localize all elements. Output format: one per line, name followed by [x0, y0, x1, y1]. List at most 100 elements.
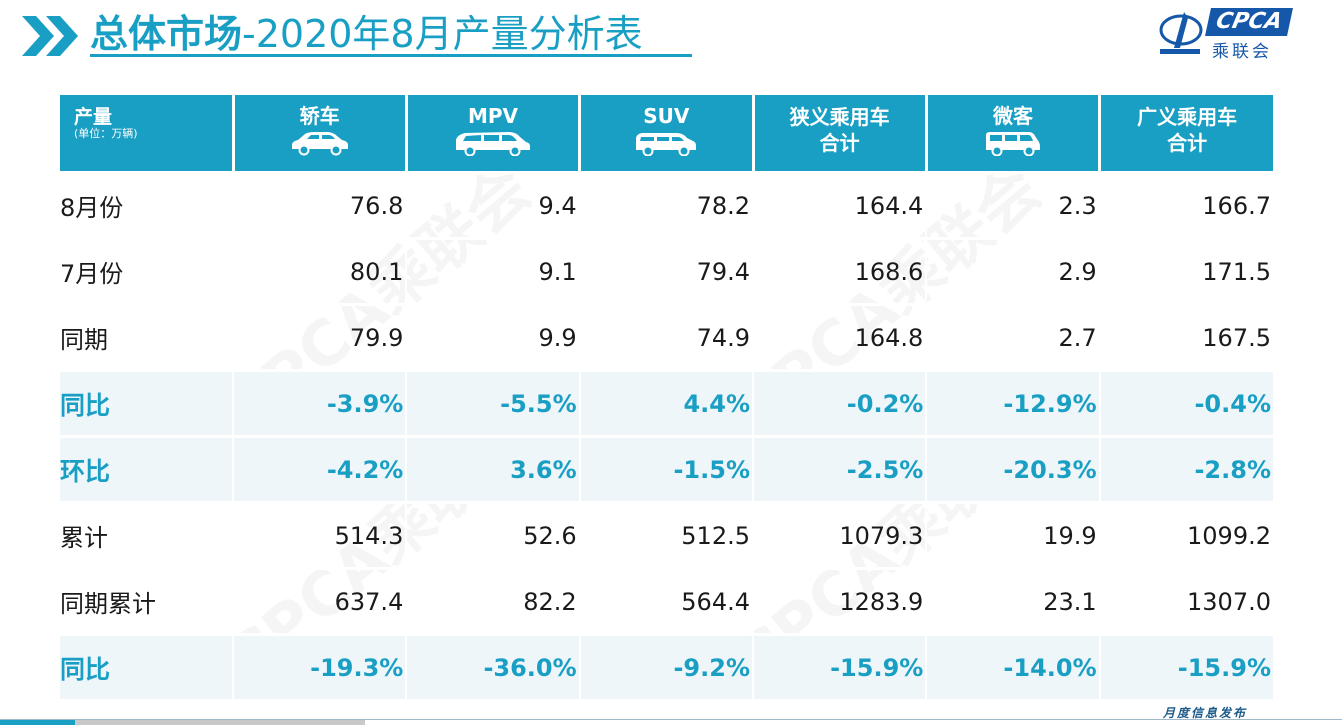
- table-cell: -2.8%: [1099, 435, 1273, 503]
- table-cell: 1079.3: [753, 501, 928, 569]
- title-underline: [90, 54, 692, 57]
- table-cell: -36.0%: [406, 633, 581, 699]
- table-row: 8月份 76.8 9.4 78.2 164.4 2.3 166.7: [60, 171, 1273, 239]
- table-cell: 2.9: [926, 237, 1101, 305]
- table-cell: -1.5%: [579, 435, 755, 503]
- column-header-label: MPV: [467, 104, 519, 128]
- logo-brand: CPCA: [1205, 8, 1293, 36]
- table-cell: 164.8: [753, 303, 928, 371]
- column-header-minivan: 微客: [926, 95, 1102, 173]
- table-cell: 637.4: [233, 567, 408, 635]
- table-cell: -15.9%: [753, 633, 928, 699]
- table-cell: 1307.0: [1099, 567, 1273, 635]
- footer-gray-bar: [75, 720, 365, 725]
- table-cell: 164.4: [753, 171, 928, 239]
- column-header-label-line2: 合计: [819, 131, 860, 155]
- table-row: 同期 79.9 9.9 74.9 164.8 2.7 167.5: [60, 303, 1273, 371]
- production-table: 产量 (单位：万辆) 轿车 MPV: [60, 95, 1273, 699]
- column-header-narrow-passenger-total: 狭义乘用车 合计: [753, 95, 928, 173]
- table-cell: -9.2%: [579, 633, 755, 699]
- page-title: 总体市场-2020年8月产量分析表: [90, 12, 643, 56]
- table-body: 8月份 76.8 9.4 78.2 164.4 2.3 166.7 7月份 80.1 9.1 79.…: [60, 171, 1273, 699]
- table-cell: -15.9%: [1099, 633, 1273, 699]
- table-cell: -14.0%: [926, 633, 1101, 699]
- row-label: 7月份: [60, 237, 235, 305]
- table-cell: 9.1: [406, 237, 581, 305]
- table-cell: 80.1: [233, 237, 408, 305]
- chevron-right-icon: [22, 16, 78, 56]
- table-cell: 4.4%: [579, 369, 755, 437]
- footer-caption: 月度信息发布: [1162, 706, 1247, 720]
- table-cell: -12.9%: [926, 369, 1101, 437]
- table-cell: -4.2%: [233, 435, 408, 503]
- corner-header: 产量 (单位：万辆): [60, 95, 235, 173]
- column-header-broad-passenger-total: 广义乘用车 合计: [1099, 95, 1273, 173]
- suv-icon: [636, 133, 697, 156]
- table-row: 同期累计 637.4 82.2 564.4 1283.9 23.1 1307.0: [60, 567, 1273, 635]
- corner-header-unit: (单位：万辆): [74, 127, 138, 140]
- table-cell: 564.4: [579, 567, 755, 635]
- column-header-label: SUV: [643, 104, 690, 128]
- row-label: 同期累计: [60, 567, 235, 635]
- column-header-mpv: MPV: [406, 95, 582, 173]
- table-cell: 512.5: [579, 501, 755, 569]
- table-cell: 1283.9: [753, 567, 928, 635]
- footer-divider: [0, 719, 1342, 720]
- table-cell: 9.9: [406, 303, 581, 371]
- page-title-strong: 总体市场: [90, 12, 243, 56]
- table-cell: 78.2: [579, 171, 755, 239]
- logo-mark-icon: [1159, 12, 1203, 54]
- table-cell: 1099.2: [1099, 501, 1273, 569]
- table-cell: -2.5%: [753, 435, 928, 503]
- minivan-icon: [985, 132, 1040, 156]
- table-cell: -19.3%: [233, 633, 408, 699]
- table-cell: 23.1: [926, 567, 1101, 635]
- row-label: 同期: [60, 303, 235, 371]
- column-header-label-line2: 合计: [1167, 131, 1208, 155]
- sedan-icon: [291, 132, 348, 156]
- table-cell: 2.3: [926, 171, 1101, 239]
- table-row: 环比 -4.2% 3.6% -1.5% -2.5% -20.3% -2.8%: [60, 435, 1273, 503]
- table-cell: 19.9: [926, 501, 1101, 569]
- table-cell: -0.2%: [753, 369, 928, 437]
- row-label: 同比: [60, 369, 235, 437]
- table-cell: 167.5: [1099, 303, 1273, 371]
- table-cell: 514.3: [233, 501, 408, 569]
- page-title-rest: -2020年8月产量分析表: [242, 12, 643, 56]
- column-header-label: 微客: [992, 104, 1033, 128]
- table-cell: 82.2: [406, 567, 581, 635]
- row-label: 环比: [60, 435, 235, 503]
- table-cell: 171.5: [1099, 237, 1273, 305]
- row-label: 8月份: [60, 171, 235, 239]
- column-header-suv: SUV: [579, 95, 755, 173]
- table-row: 同比 -19.3% -36.0% -9.2% -15.9% -14.0% -15.9%: [60, 633, 1273, 699]
- table-cell: -3.9%: [233, 369, 408, 437]
- row-label: 同比: [60, 633, 235, 699]
- table-cell: 79.9: [233, 303, 408, 371]
- table-row: 7月份 80.1 9.1 79.4 168.6 2.9 171.5: [60, 237, 1273, 305]
- column-header-label: 狭义乘用车: [789, 105, 890, 129]
- table-cell: 74.9: [579, 303, 755, 371]
- column-header-sedan: 轿车: [233, 95, 408, 173]
- column-header-label: 广义乘用车: [1137, 105, 1238, 129]
- table-cell: 76.8: [233, 171, 408, 239]
- table-row: 累计 514.3 52.6 512.5 1079.3 19.9 1099.2: [60, 501, 1273, 569]
- table-cell: 168.6: [753, 237, 928, 305]
- table-cell: 166.7: [1099, 171, 1273, 239]
- table-cell: -0.4%: [1099, 369, 1273, 437]
- table-cell: 79.4: [579, 237, 755, 305]
- table-cell: 52.6: [406, 501, 581, 569]
- table-cell: -20.3%: [926, 435, 1101, 503]
- table-row: 同比 -3.9% -5.5% 4.4% -0.2% -12.9% -0.4%: [60, 369, 1273, 437]
- logo-brand-cn: 乘联会: [1212, 42, 1272, 62]
- table-cell: 3.6%: [406, 435, 581, 503]
- corner-header-main: 产量: [74, 106, 113, 128]
- footer-accent-bar: [0, 720, 75, 725]
- table-cell: 2.7: [926, 303, 1101, 371]
- row-label: 累计: [60, 501, 235, 569]
- table-cell: 9.4: [406, 171, 581, 239]
- cpca-logo: CPCA 乘联会: [1158, 6, 1318, 62]
- table-header-row: 产量 (单位：万辆) 轿车 MPV: [60, 95, 1273, 173]
- table-cell: -5.5%: [406, 369, 581, 437]
- mpv-icon: [456, 132, 530, 156]
